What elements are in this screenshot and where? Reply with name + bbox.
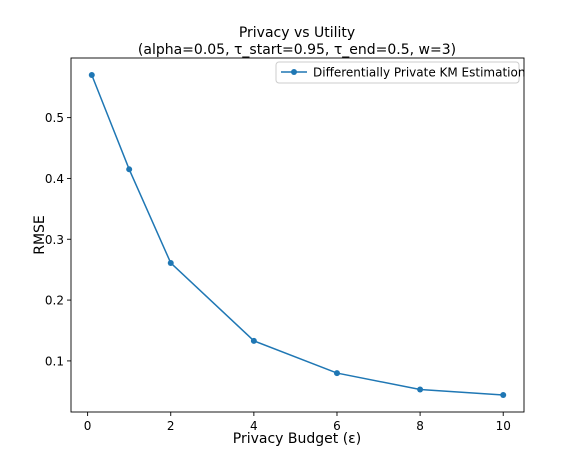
- y-tick-label: 0.2: [45, 294, 64, 308]
- data-point: [126, 166, 133, 173]
- x-tick-label: 0: [84, 419, 92, 433]
- legend-label: Differentially Private KM Estimation: [313, 66, 525, 80]
- legend-marker-sample: [291, 69, 297, 75]
- data-point: [333, 370, 340, 377]
- data-point: [88, 72, 95, 79]
- y-tick-label: 0.5: [45, 111, 64, 125]
- chart-title: Privacy vs Utility: [239, 25, 355, 41]
- data-point: [250, 337, 257, 344]
- plot-frame: [70, 57, 525, 413]
- y-axis-label: RMSE: [32, 215, 48, 255]
- data-point: [500, 391, 507, 398]
- y-axis-ticks: 0.1 0.2 0.3 0.4 0.5: [45, 111, 71, 368]
- x-axis-label: Privacy Budget (ε): [233, 431, 361, 447]
- x-tick-label: 6: [333, 419, 341, 433]
- x-tick-label: 10: [496, 419, 511, 433]
- x-axis-ticks: 0 2 4 6 8 10: [84, 412, 511, 433]
- x-tick-label: 8: [416, 419, 424, 433]
- y-tick-label: 0.4: [45, 172, 64, 186]
- chart-subtitle: (alpha=0.05, τ_start=0.95, τ_end=0.5, w=…: [138, 42, 456, 58]
- plot-marks: [88, 72, 507, 398]
- x-tick-label: 2: [167, 419, 175, 433]
- legend-box: [275, 61, 520, 84]
- data-point: [167, 259, 174, 266]
- data-point: [417, 386, 424, 393]
- y-tick-label: 0.3: [45, 233, 64, 247]
- legend: Differentially Private KM Estimation: [275, 61, 525, 84]
- x-tick-label: 4: [250, 419, 258, 433]
- y-tick-label: 0.1: [45, 354, 64, 368]
